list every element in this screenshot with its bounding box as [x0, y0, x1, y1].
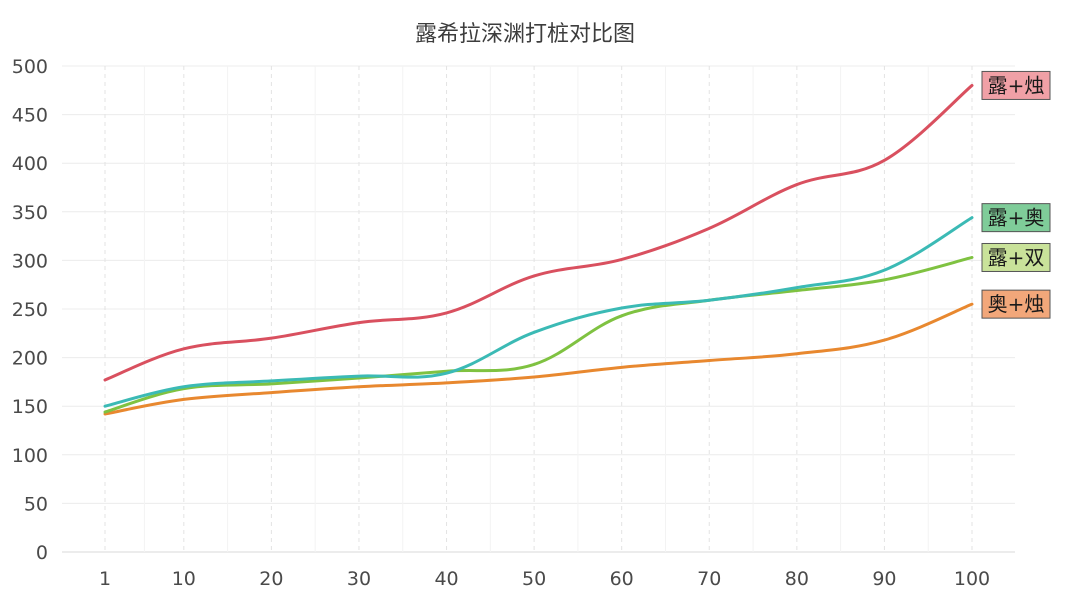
series-label-box: [981, 203, 1051, 233]
x-tick-label: 1: [99, 568, 111, 590]
series-end-label: 露+烛: [981, 70, 1051, 100]
series-end-label: 露+双: [981, 242, 1051, 272]
y-tick-label: 400: [12, 153, 48, 175]
y-tick-label: 450: [12, 105, 48, 127]
series-end-label: 露+奥: [981, 203, 1051, 233]
x-tick-label: 40: [434, 568, 458, 590]
y-tick-label: 200: [12, 348, 48, 370]
x-tick-label: 100: [954, 568, 990, 590]
x-tick-label: 80: [785, 568, 809, 590]
label-layer: 露+烛露+奥露+双奥+烛: [981, 70, 1051, 319]
x-tick-label: 60: [610, 568, 634, 590]
y-tick-label: 100: [12, 445, 48, 467]
series-label-box: [981, 70, 1051, 100]
series-layer: [103, 83, 974, 416]
y-tick-label: 350: [12, 202, 48, 224]
grid-layer: [62, 65, 1015, 553]
x-tick-label: 30: [347, 568, 371, 590]
axis-layer: 0 50 100 150 200 250 300 350 400 450 500 1 10 20 30 40 5…: [12, 56, 990, 590]
y-tick-label: 300: [12, 250, 48, 272]
series-label-text: 露+烛: [988, 73, 1045, 97]
y-tick-label: 150: [12, 396, 48, 418]
y-tick-label: 250: [12, 299, 48, 321]
y-tick-label: 50: [24, 493, 48, 515]
series-label-box: [981, 289, 1051, 319]
series-line: [103, 255, 974, 414]
y-tick-label: 500: [12, 56, 48, 78]
series-line: [103, 216, 974, 408]
x-tick-label: 70: [697, 568, 721, 590]
x-tick-label: 50: [522, 568, 546, 590]
series-line: [103, 83, 974, 382]
series-line: [103, 302, 974, 416]
series-label-text: 露+奥: [988, 206, 1045, 230]
chart-title: 露希拉深渊打桩对比图: [414, 22, 635, 47]
x-tick-label: 90: [872, 568, 896, 590]
series-end-label: 奥+烛: [981, 289, 1051, 319]
x-tick-label: 20: [259, 568, 283, 590]
series-label-text: 奥+烛: [988, 292, 1045, 316]
x-tick-label: 10: [172, 568, 196, 590]
y-tick-label: 0: [36, 542, 48, 564]
series-label-text: 露+双: [988, 245, 1045, 269]
series-label-box: [981, 242, 1051, 272]
